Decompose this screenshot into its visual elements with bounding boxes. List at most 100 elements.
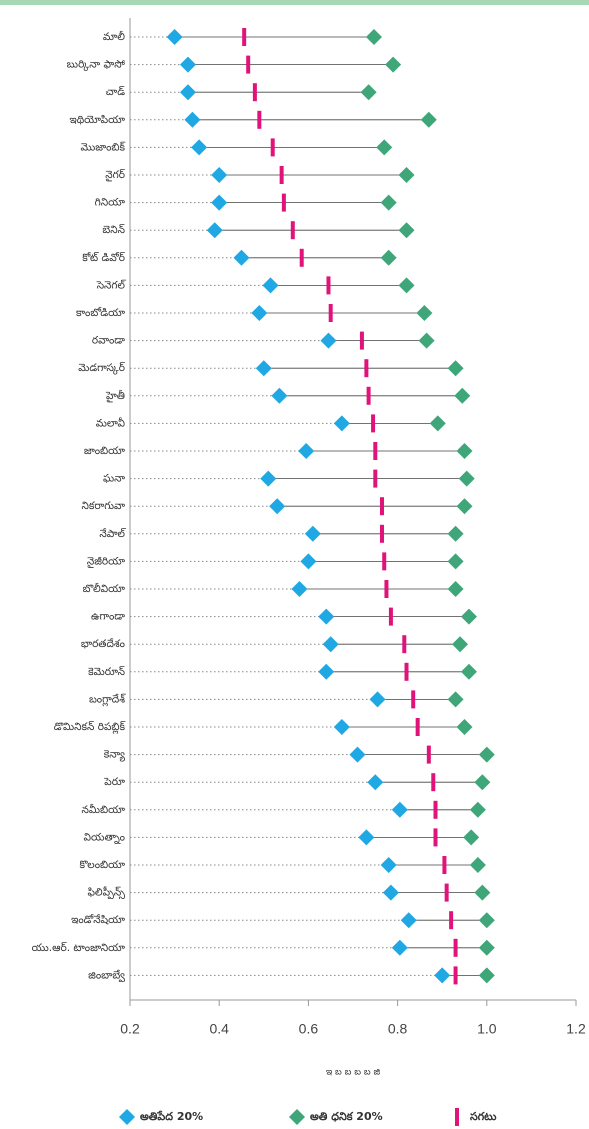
- category-label: జింబాబ్వే: [88, 969, 125, 982]
- average-marker: [270, 138, 275, 157]
- poorest-marker: [179, 84, 196, 101]
- legend-label: అతి ధనిక 20%: [310, 1110, 383, 1123]
- average-marker: [431, 773, 436, 792]
- poorest-marker: [166, 29, 183, 45]
- poorest-marker: [380, 857, 397, 873]
- category-label: నేపాల్: [99, 528, 126, 540]
- average-marker: [404, 662, 409, 681]
- richest-marker: [398, 167, 415, 183]
- category-label: ఫిలిప్పీన్స్: [87, 886, 125, 900]
- richest-marker: [447, 581, 464, 597]
- average-marker: [290, 221, 295, 240]
- richest-marker: [478, 746, 495, 763]
- poorest-marker: [191, 139, 208, 156]
- average-marker: [384, 580, 389, 598]
- poorest-marker: [255, 360, 272, 377]
- poorest-marker: [211, 167, 228, 183]
- poorest-marker: [260, 470, 277, 487]
- category-label: ఘనా: [103, 473, 125, 485]
- category-label: ఉగాండా: [91, 611, 125, 623]
- richest-marker: [478, 912, 495, 929]
- category-label: కెన్యా: [104, 749, 125, 763]
- poorest-marker: [391, 801, 408, 818]
- richest-marker: [469, 801, 486, 818]
- average-marker: [433, 828, 438, 847]
- poorest-marker: [434, 967, 451, 984]
- richest-marker: [420, 111, 437, 128]
- category-label: కాంబోడియా: [76, 306, 125, 319]
- poorest-marker: [211, 194, 228, 211]
- richest-marker: [456, 443, 473, 459]
- top-band: [0, 0, 589, 5]
- average-marker: [453, 938, 458, 957]
- richest-marker: [478, 967, 495, 984]
- category-label: చాడ్: [106, 86, 126, 98]
- average-marker: [364, 359, 369, 378]
- category-label: కోట్ డివోర్: [82, 251, 126, 264]
- category-label: వియత్నాం: [84, 831, 125, 844]
- richest-marker: [469, 857, 486, 873]
- average-marker: [359, 331, 364, 350]
- poorest-marker: [300, 553, 317, 570]
- category-label: పెరూ: [103, 776, 125, 788]
- richest-marker: [458, 470, 475, 487]
- x-tick-label: 0.4: [209, 1021, 229, 1037]
- poorest-marker: [206, 222, 223, 239]
- poorest-marker: [322, 636, 339, 653]
- poorest-marker: [358, 829, 375, 846]
- poorest-marker: [333, 415, 350, 432]
- poorest-marker: [298, 443, 315, 459]
- category-label: మాలీ: [103, 30, 125, 43]
- poorest-marker: [333, 719, 350, 735]
- average-marker: [246, 55, 251, 74]
- average-marker: [242, 28, 247, 46]
- average-marker: [415, 718, 420, 736]
- richest-marker: [376, 139, 393, 156]
- richest-marker: [452, 636, 469, 653]
- richest-marker: [478, 939, 495, 956]
- richest-marker: [380, 249, 397, 266]
- average-marker: [299, 248, 304, 267]
- richest-marker: [380, 194, 397, 211]
- x-tick-label: 0.6: [299, 1021, 319, 1037]
- average-marker: [371, 414, 376, 433]
- average-marker: [453, 966, 458, 985]
- richest-marker: [398, 277, 415, 294]
- poorest-marker: [318, 663, 335, 680]
- richest-marker: [474, 774, 491, 791]
- average-marker: [379, 497, 384, 516]
- average-marker: [326, 276, 331, 295]
- average-marker: [252, 83, 257, 102]
- category-label: నైజీరియా: [87, 555, 125, 568]
- average-marker: [442, 856, 447, 874]
- average-marker: [366, 386, 371, 405]
- poorest-marker: [304, 525, 321, 542]
- poorest-marker: [391, 939, 408, 956]
- x-tick-label: 1.2: [566, 1021, 586, 1037]
- average-marker: [281, 193, 286, 212]
- poorest-marker: [179, 56, 196, 73]
- category-label: బంగ్లాదేశ్: [89, 693, 126, 706]
- poorest-marker: [349, 746, 366, 763]
- average-marker: [257, 110, 262, 129]
- average-marker: [382, 552, 387, 571]
- x-axis-label: ఇ బ బ బ బ జి: [326, 1068, 381, 1078]
- average-marker: [449, 911, 454, 930]
- x-tick-label: 0.8: [388, 1021, 408, 1037]
- richest-marker: [447, 553, 464, 570]
- richest-marker: [460, 608, 477, 625]
- category-label: మలావీ: [96, 416, 126, 429]
- average-marker: [411, 690, 416, 709]
- poorest-marker: [233, 249, 250, 266]
- poorest-marker: [262, 277, 279, 294]
- poorest-marker: [400, 912, 417, 929]
- poorest-marker: [184, 111, 201, 128]
- richest-marker: [463, 829, 480, 846]
- poorest-marker: [291, 581, 308, 597]
- x-tick-label: 0.2: [120, 1021, 140, 1037]
- poorest-marker: [369, 691, 386, 708]
- richest-marker: [365, 29, 382, 45]
- category-label: బొలీవియా: [83, 582, 125, 595]
- richest-marker: [398, 222, 415, 239]
